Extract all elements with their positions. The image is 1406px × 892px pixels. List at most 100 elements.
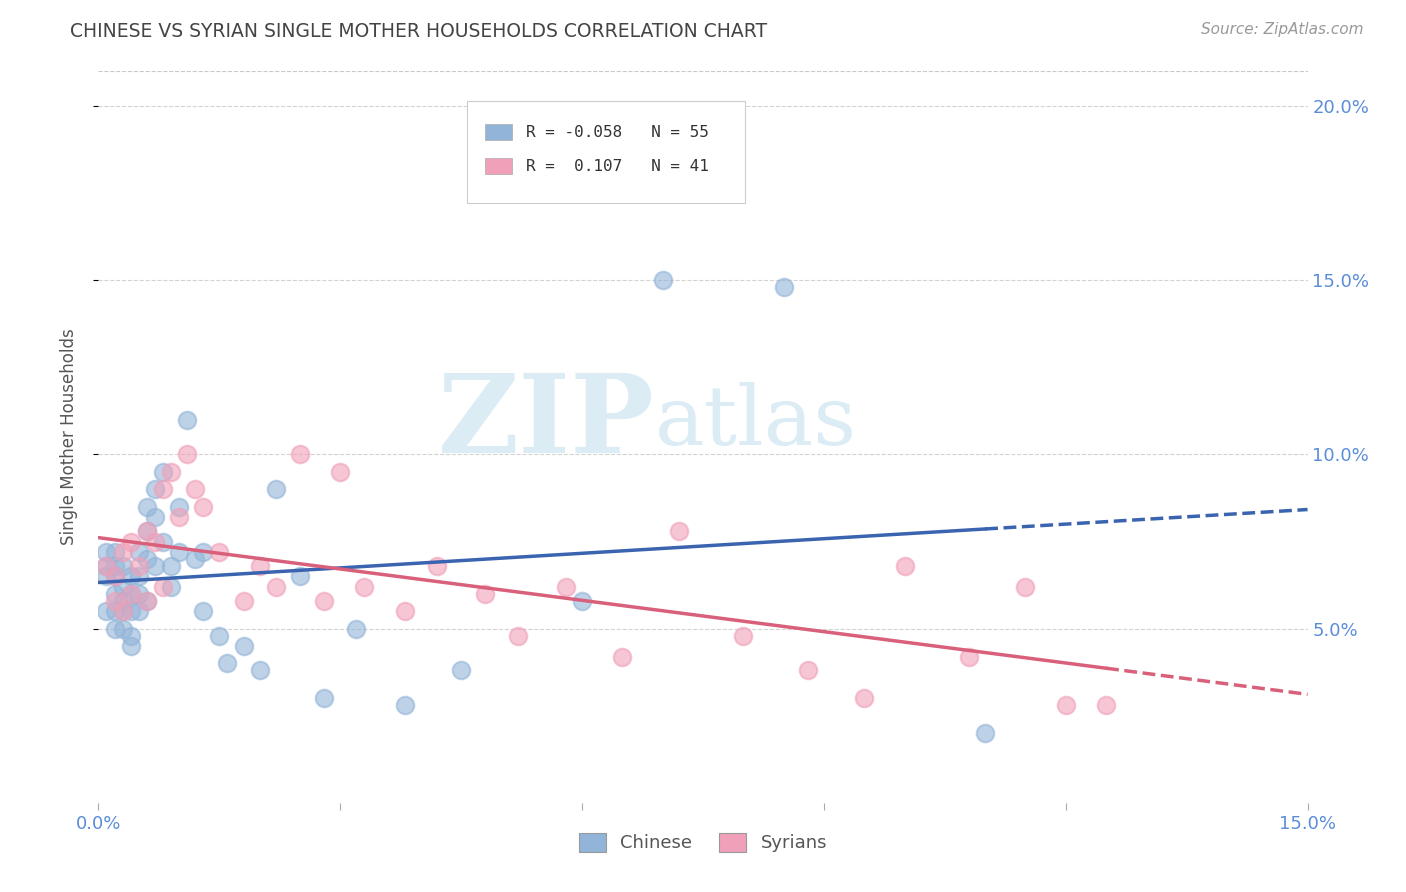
Point — [176, 412, 198, 426]
Point — [120, 569, 142, 583]
Point — [135, 594, 157, 608]
Point — [167, 545, 190, 559]
FancyBboxPatch shape — [467, 101, 745, 203]
Point — [111, 594, 134, 608]
Point — [1095, 698, 1118, 713]
Point — [264, 483, 287, 497]
Point — [167, 500, 190, 514]
Point — [135, 524, 157, 538]
Point — [135, 500, 157, 514]
Point — [160, 558, 183, 573]
Point — [152, 483, 174, 497]
FancyBboxPatch shape — [485, 159, 512, 175]
Point — [193, 500, 215, 514]
Point — [772, 280, 794, 294]
Point — [143, 510, 166, 524]
Point — [249, 558, 271, 573]
Text: atlas: atlas — [655, 383, 856, 462]
Point — [651, 273, 673, 287]
Point — [232, 639, 254, 653]
Point — [208, 545, 231, 559]
Point — [1014, 580, 1036, 594]
Point — [853, 691, 876, 706]
Point — [103, 622, 125, 636]
Point — [135, 594, 157, 608]
Point — [128, 558, 150, 573]
Point — [120, 604, 142, 618]
Point — [128, 569, 150, 583]
Point — [208, 629, 231, 643]
Point — [103, 545, 125, 559]
Point — [120, 534, 142, 549]
Legend: Chinese, Syrians: Chinese, Syrians — [571, 826, 835, 860]
Point — [353, 580, 375, 594]
Point — [314, 594, 336, 608]
Point — [120, 639, 142, 653]
Point — [893, 558, 915, 573]
Point — [217, 657, 239, 671]
Point — [143, 483, 166, 497]
Point — [152, 465, 174, 479]
Text: CHINESE VS SYRIAN SINGLE MOTHER HOUSEHOLDS CORRELATION CHART: CHINESE VS SYRIAN SINGLE MOTHER HOUSEHOL… — [70, 22, 768, 41]
Point — [96, 558, 118, 573]
Point — [103, 558, 125, 573]
Point — [128, 587, 150, 601]
Point — [474, 587, 496, 601]
Point — [733, 629, 755, 643]
Point — [96, 558, 118, 573]
Point — [394, 604, 416, 618]
Point — [96, 604, 118, 618]
Point — [111, 580, 134, 594]
Point — [103, 587, 125, 601]
Point — [288, 569, 311, 583]
Text: ZIP: ZIP — [437, 369, 655, 476]
Text: Source: ZipAtlas.com: Source: ZipAtlas.com — [1201, 22, 1364, 37]
Point — [184, 552, 207, 566]
Point — [1054, 698, 1077, 713]
Point — [974, 726, 997, 740]
Point — [797, 664, 820, 678]
Point — [111, 604, 134, 618]
Point — [160, 580, 183, 594]
Point — [103, 604, 125, 618]
Point — [120, 587, 142, 601]
Point — [160, 465, 183, 479]
Point — [184, 483, 207, 497]
FancyBboxPatch shape — [485, 124, 512, 140]
Point — [450, 664, 472, 678]
Point — [329, 465, 352, 479]
Point — [111, 622, 134, 636]
Point — [111, 558, 134, 573]
Text: R =  0.107   N = 41: R = 0.107 N = 41 — [526, 159, 710, 174]
Point — [135, 524, 157, 538]
Point — [167, 510, 190, 524]
Point — [143, 534, 166, 549]
Point — [128, 604, 150, 618]
Point — [506, 629, 529, 643]
Point — [264, 580, 287, 594]
Point — [193, 604, 215, 618]
Point — [111, 604, 134, 618]
Point — [232, 594, 254, 608]
Point — [555, 580, 578, 594]
Point — [96, 545, 118, 559]
Point — [111, 545, 134, 559]
Point — [394, 698, 416, 713]
Point — [176, 448, 198, 462]
Point — [96, 569, 118, 583]
Point — [314, 691, 336, 706]
Point — [668, 524, 690, 538]
Y-axis label: Single Mother Households: Single Mother Households — [59, 329, 77, 545]
Point — [135, 552, 157, 566]
Text: R = -0.058   N = 55: R = -0.058 N = 55 — [526, 125, 710, 139]
Point — [103, 569, 125, 583]
Point — [426, 558, 449, 573]
Point — [193, 545, 215, 559]
Point — [128, 545, 150, 559]
Point — [152, 534, 174, 549]
Point — [143, 558, 166, 573]
Point — [344, 622, 367, 636]
Point — [612, 649, 634, 664]
Point — [152, 580, 174, 594]
Point — [120, 629, 142, 643]
